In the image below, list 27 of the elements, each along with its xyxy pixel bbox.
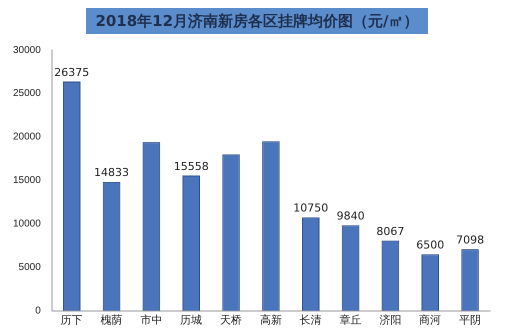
- y-tick-label: 20000: [12, 132, 42, 143]
- x-tick-label: 天桥: [220, 314, 242, 326]
- x-tick-label: 高新: [260, 313, 282, 326]
- data-label: 8067: [376, 225, 404, 238]
- y-tick-label: 25000: [12, 88, 42, 100]
- x-tick-label: 长清: [300, 313, 322, 326]
- chart-title: 2018年12月济南新房各区挂牌均价图（元/㎡）: [86, 8, 428, 34]
- x-tick-label: 历下: [60, 314, 83, 326]
- y-tick-label: 30000: [12, 44, 42, 56]
- data-label: 15558: [174, 160, 209, 173]
- data-label: 10750: [293, 202, 328, 215]
- x-tick-label: 章丘: [340, 313, 362, 326]
- data-label: 14833: [94, 166, 130, 180]
- data-label: 7098: [456, 233, 484, 246]
- data-label: 9840: [336, 210, 365, 223]
- y-tick-label: 5000: [18, 262, 42, 274]
- data-label: 26375: [54, 66, 90, 79]
- x-tick-label: 市中: [140, 313, 162, 326]
- data-label: 6500: [416, 238, 444, 252]
- x-tick-label: 商河: [419, 313, 442, 326]
- x-tick-label: 历城: [180, 313, 202, 326]
- y-tick-label: 15000: [12, 175, 42, 186]
- x-tick-label: 平阴: [459, 314, 482, 326]
- y-tick-label: 0: [35, 306, 42, 317]
- y-tick-label: 10000: [12, 218, 42, 230]
- x-tick-label: 济阳: [379, 313, 402, 326]
- x-tick-label: 槐荫: [100, 313, 123, 326]
